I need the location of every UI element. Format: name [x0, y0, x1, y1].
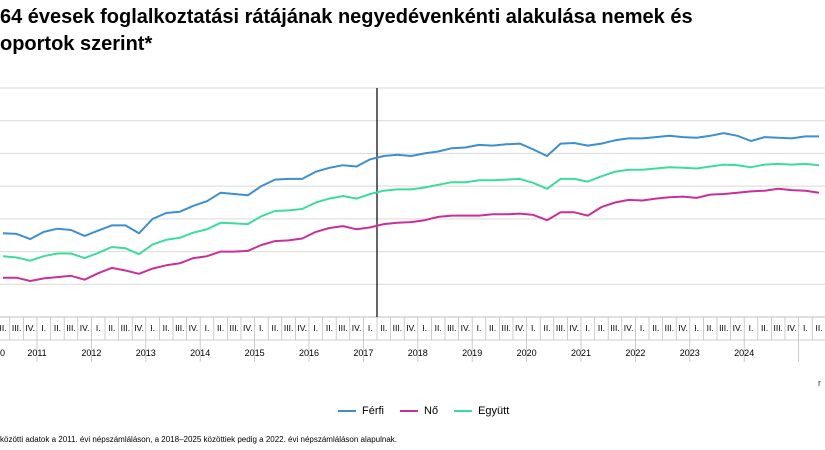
quarter-tick-label: II.	[707, 323, 714, 333]
quarter-tick-label: I.	[313, 323, 318, 333]
quarter-tick-label: II.	[108, 323, 115, 333]
legend-swatch-no	[400, 410, 418, 412]
year-tick-label: 2015	[245, 348, 265, 358]
quarter-tick-label: I.	[150, 323, 155, 333]
quarter-tick-label: III.	[284, 323, 293, 333]
year-tick-label: 2011	[27, 348, 46, 358]
quarter-tick-label: IV.	[733, 323, 743, 333]
legend-swatch-ferfi	[338, 410, 356, 412]
series-line-egyutt	[2, 162, 820, 262]
quarter-tick-label: I.	[803, 323, 808, 333]
quarter-tick-label: II.	[380, 323, 387, 333]
quarter-tick-label: IV.	[189, 323, 199, 333]
quarter-tick-label: III.	[12, 323, 21, 333]
quarter-tick-label: III.	[447, 323, 456, 333]
quarter-tick-label: II.	[761, 323, 768, 333]
quarter-tick-label: III.	[121, 323, 130, 333]
legend-item-ferfi: Férfi	[338, 405, 384, 417]
quarter-tick-label: IV.	[297, 323, 307, 333]
quarter-tick-label: III.	[665, 323, 674, 333]
footnote: közötti adatok a 2011. évi népszámláláso…	[0, 435, 398, 444]
year-tick-label: 2024	[734, 348, 754, 358]
quarter-tick-label: III.	[501, 323, 510, 333]
quarter-tick-label: IV.	[569, 323, 579, 333]
quarter-tick-label: II.	[271, 323, 278, 333]
year-tick-label: 2023	[680, 348, 700, 358]
quarter-tick-label: IV.	[134, 323, 144, 333]
year-tick-label: 2022	[625, 348, 645, 358]
quarter-tick-label: I.	[205, 323, 210, 333]
quarter-tick-label: I.	[531, 323, 536, 333]
legend-label-no: Nő	[424, 405, 439, 417]
quarter-tick-label: IV.	[624, 323, 634, 333]
quarter-tick-label: IV.	[80, 323, 90, 333]
quarter-tick-label: I.	[477, 323, 482, 333]
quarter-tick-label: II.	[217, 323, 224, 333]
quarter-tick-label: III.	[556, 323, 565, 333]
quarter-tick-label: I.	[96, 323, 101, 333]
year-tick-label: 0	[0, 348, 5, 358]
year-tick-label: 2018	[408, 348, 428, 358]
quarter-tick-label: IV.	[352, 323, 362, 333]
quarter-tick-label: I.	[749, 323, 754, 333]
legend-label-egyutt: Együtt	[478, 405, 510, 417]
year-tick-label: 2019	[462, 348, 482, 358]
quarter-tick-label: II.	[0, 323, 7, 333]
year-tick-label: 2021	[571, 348, 591, 358]
year-tick-label: 2017	[353, 348, 373, 358]
quarter-tick-label: IV.	[25, 323, 35, 333]
quarter-tick-label: II.	[435, 323, 442, 333]
quarter-tick-label: II.	[489, 323, 496, 333]
year-tick-label: 2014	[190, 348, 210, 358]
legend-label-ferfi: Férfi	[362, 405, 384, 417]
quarter-tick-label: IV.	[406, 323, 416, 333]
quarter-tick-label: II.	[815, 323, 822, 333]
quarter-tick-label: III.	[66, 323, 75, 333]
year-tick-label: 2012	[81, 348, 101, 358]
year-tick-label: 2020	[517, 348, 537, 358]
quarter-tick-label: I.	[41, 323, 46, 333]
legend: Férfi Nő Együtt	[338, 405, 509, 417]
chart-title: 64 évesek foglalkoztatási rátájának negy…	[0, 6, 693, 55]
quarter-tick-label: II.	[652, 323, 659, 333]
quarter-tick-label: III.	[773, 323, 782, 333]
quarter-tick-label: III.	[175, 323, 184, 333]
quarter-tick-label: IV.	[515, 323, 525, 333]
quarter-tick-label: IV.	[787, 323, 797, 333]
quarter-tick-label: II.	[54, 323, 61, 333]
legend-swatch-egyutt	[454, 410, 473, 412]
quarter-tick-label: I.	[368, 323, 373, 333]
quarter-tick-label: III.	[229, 323, 238, 333]
legend-item-no: Nő	[400, 405, 438, 417]
quarter-tick-label: IV.	[243, 323, 253, 333]
series-line-ferfi	[2, 132, 819, 241]
year-tick-label: 2013	[136, 348, 156, 358]
quarter-tick-label: III.	[719, 323, 728, 333]
quarter-tick-label: I.	[694, 323, 699, 333]
series-line-no	[3, 187, 820, 282]
quarter-tick-label: II.	[163, 323, 170, 333]
axis-partial-label: r	[818, 378, 821, 388]
quarter-tick-label: I.	[585, 323, 590, 333]
legend-item-egyutt: Együtt	[454, 405, 509, 417]
quarter-tick-label: IV.	[678, 323, 688, 333]
quarter-tick-label: I.	[422, 323, 427, 333]
quarter-tick-label: II.	[543, 323, 550, 333]
quarter-tick-label: III.	[338, 323, 347, 333]
quarter-tick-label: III.	[393, 323, 402, 333]
year-tick-label: 2016	[299, 348, 319, 358]
quarter-tick-label: I.	[259, 323, 264, 333]
quarter-tick-label: II.	[598, 323, 605, 333]
quarter-tick-label: III.	[610, 323, 619, 333]
quarter-tick-label: I.	[640, 323, 645, 333]
quarter-tick-label: IV.	[461, 323, 471, 333]
quarter-tick-label: II.	[326, 323, 333, 333]
